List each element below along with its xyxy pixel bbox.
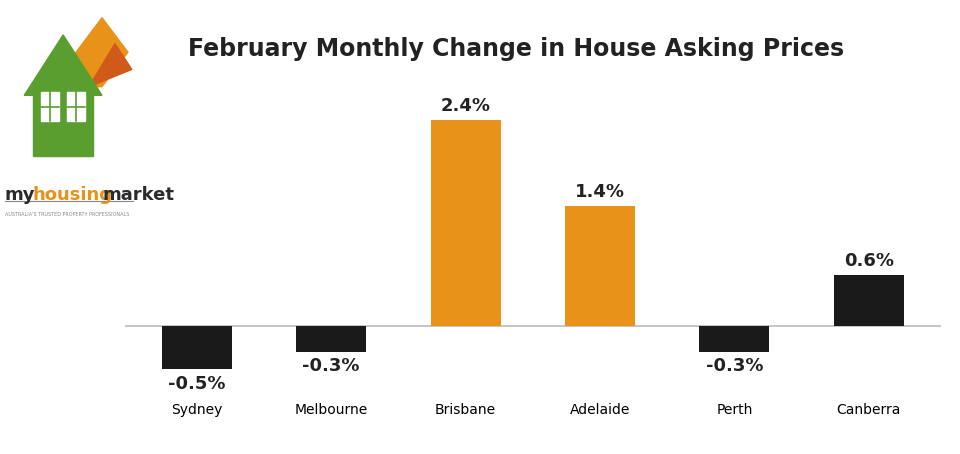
Polygon shape xyxy=(50,18,128,87)
Text: -0.5%: -0.5% xyxy=(168,375,226,393)
Text: 2.4%: 2.4% xyxy=(441,97,491,115)
Bar xyxy=(834,275,903,326)
Polygon shape xyxy=(41,92,60,121)
Bar xyxy=(700,326,769,352)
Text: market: market xyxy=(102,186,174,204)
Text: housing: housing xyxy=(32,186,112,204)
Polygon shape xyxy=(34,87,93,156)
Polygon shape xyxy=(89,44,132,87)
Text: -0.3%: -0.3% xyxy=(706,357,763,375)
Polygon shape xyxy=(67,92,85,121)
Polygon shape xyxy=(24,35,102,95)
Text: -0.3%: -0.3% xyxy=(302,357,360,375)
Bar xyxy=(431,120,500,326)
Text: 1.4%: 1.4% xyxy=(575,183,625,201)
Text: my: my xyxy=(5,186,36,204)
Text: 0.6%: 0.6% xyxy=(844,252,894,270)
Text: AUSTRALIA'S TRUSTED PROPERTY PROFESSIONALS: AUSTRALIA'S TRUSTED PROPERTY PROFESSIONA… xyxy=(5,212,130,217)
Bar xyxy=(297,326,366,352)
Bar xyxy=(565,206,635,326)
Bar xyxy=(162,326,231,370)
Title: February Monthly Change in House Asking Prices: February Monthly Change in House Asking … xyxy=(188,37,845,61)
